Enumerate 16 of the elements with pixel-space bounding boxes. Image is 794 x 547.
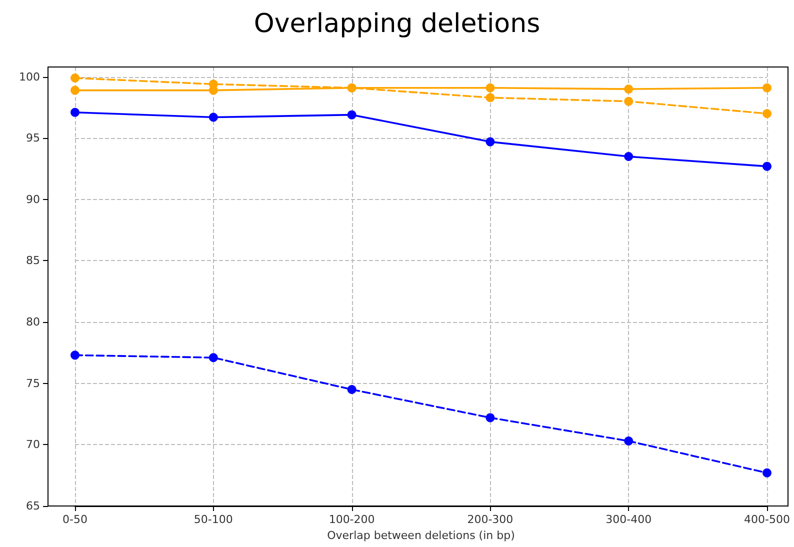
y-tick-label: 90	[26, 192, 40, 206]
chart-title: Overlapping deletions	[254, 9, 540, 39]
x-tick-label: 300-400	[606, 513, 652, 526]
x-tick-label: 200-300	[467, 513, 514, 526]
y-tick-label: 100	[19, 70, 40, 84]
y-tick-label: 85	[26, 254, 40, 268]
x-tick-label: 400-500	[744, 513, 790, 526]
x-axis-title: Overlap between deletions (in bp)	[327, 528, 515, 542]
y-tick-label: 70	[26, 438, 40, 452]
x-tick-label: 0-50	[62, 513, 88, 526]
y-tick-label: 65	[26, 500, 40, 512]
x-tick-label: 50-100	[194, 513, 233, 526]
y-tick-label: 75	[26, 376, 40, 390]
y-tick-label: 80	[26, 316, 40, 329]
y-tick-label: 95	[26, 132, 40, 145]
x-tick-label: 100-200	[328, 513, 375, 526]
